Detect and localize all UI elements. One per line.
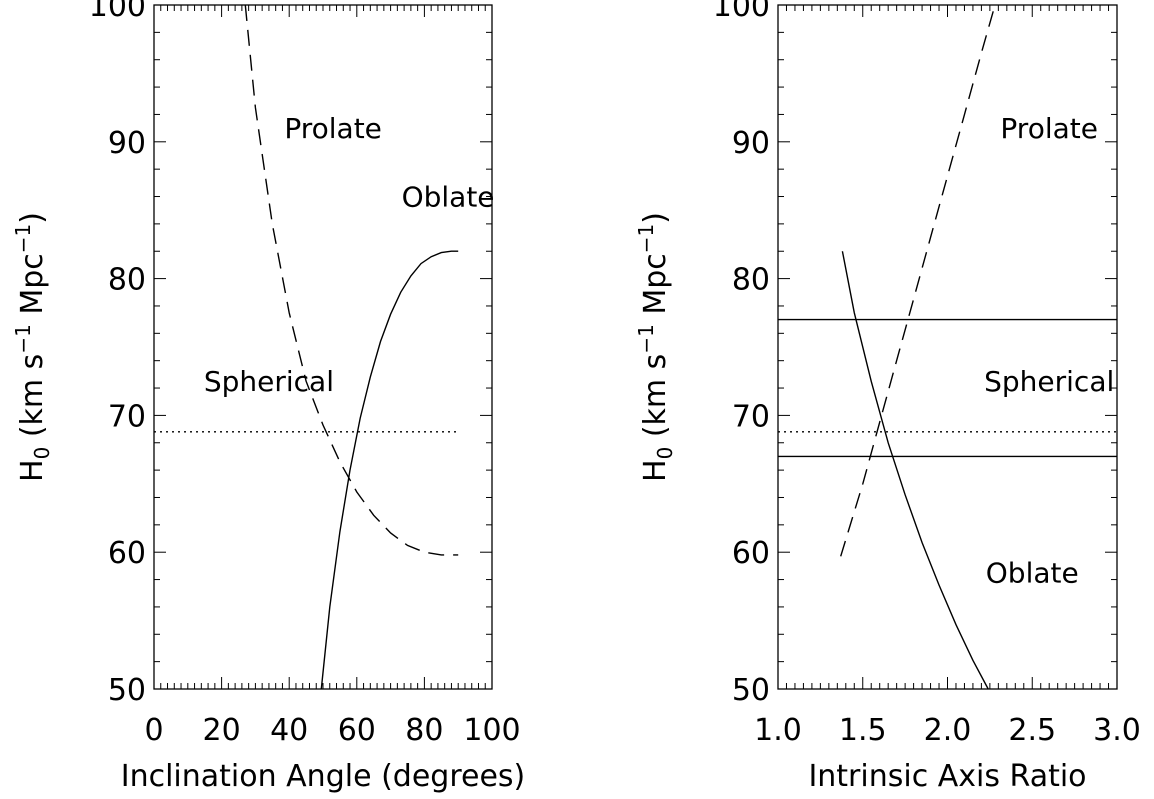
x-tick-label: 100: [463, 713, 520, 748]
x-tick-label: 0: [144, 713, 163, 748]
series-prolate-line: [840, 4, 996, 557]
x-axis-title: Inclination Angle (degrees): [121, 759, 526, 794]
panel-1: 0 20 40 60 80 100 50 60 70 80 90 100 Inclination Ang…: [11, 0, 525, 794]
x-tick-label: 80: [405, 713, 443, 748]
y-tick-label: 60: [732, 536, 770, 571]
x-tick-label: 2.0: [924, 713, 972, 748]
y-tick-label: 80: [732, 263, 770, 298]
y-tick-label: 70: [732, 399, 770, 434]
annotation-spherical: Spherical: [204, 365, 334, 398]
x-tick-label: 60: [338, 713, 376, 748]
x-tick-label: 3.0: [1093, 713, 1141, 748]
y-tick-label: 50: [108, 673, 146, 708]
y-axis-title: H0 (km s−1 Mpc−1): [634, 212, 677, 482]
series-oblate-line: [841, 251, 989, 690]
panel-2: 1.0 1.5 2.0 2.5 3.0 50 60 70 80 90 100 Intrinsic Ax…: [634, 0, 1141, 794]
y-tick-label: 100: [713, 0, 770, 24]
y-tick-label: 100: [89, 0, 146, 24]
x-tick-label: 20: [203, 713, 241, 748]
x-tick-label: 1.5: [839, 713, 887, 748]
x-tick-label: 2.5: [1008, 713, 1056, 748]
x-tick-label: 1.0: [754, 713, 802, 748]
annotation-prolate: Prolate: [1000, 112, 1098, 145]
annotation-prolate: Prolate: [284, 112, 382, 145]
y-tick-label: 50: [732, 673, 770, 708]
y-tick-label: 60: [108, 536, 146, 571]
series-prolate-line: [244, 4, 459, 556]
annotation-spherical: Spherical: [984, 365, 1114, 398]
annotation-oblate: Oblate: [986, 557, 1079, 590]
series-oblate-line: [320, 250, 459, 690]
y-tick-label: 90: [108, 126, 146, 161]
plot-frame: [153, 4, 493, 690]
y-tick-label: 80: [108, 263, 146, 298]
annotation-oblate: Oblate: [402, 181, 495, 214]
y-axis-title: H0 (km s−1 Mpc−1): [11, 212, 54, 482]
y-tick-label: 90: [732, 126, 770, 161]
x-tick-label: 40: [270, 713, 308, 748]
y-tick-label: 70: [108, 399, 146, 434]
x-axis-title: Intrinsic Axis Ratio: [808, 759, 1086, 794]
